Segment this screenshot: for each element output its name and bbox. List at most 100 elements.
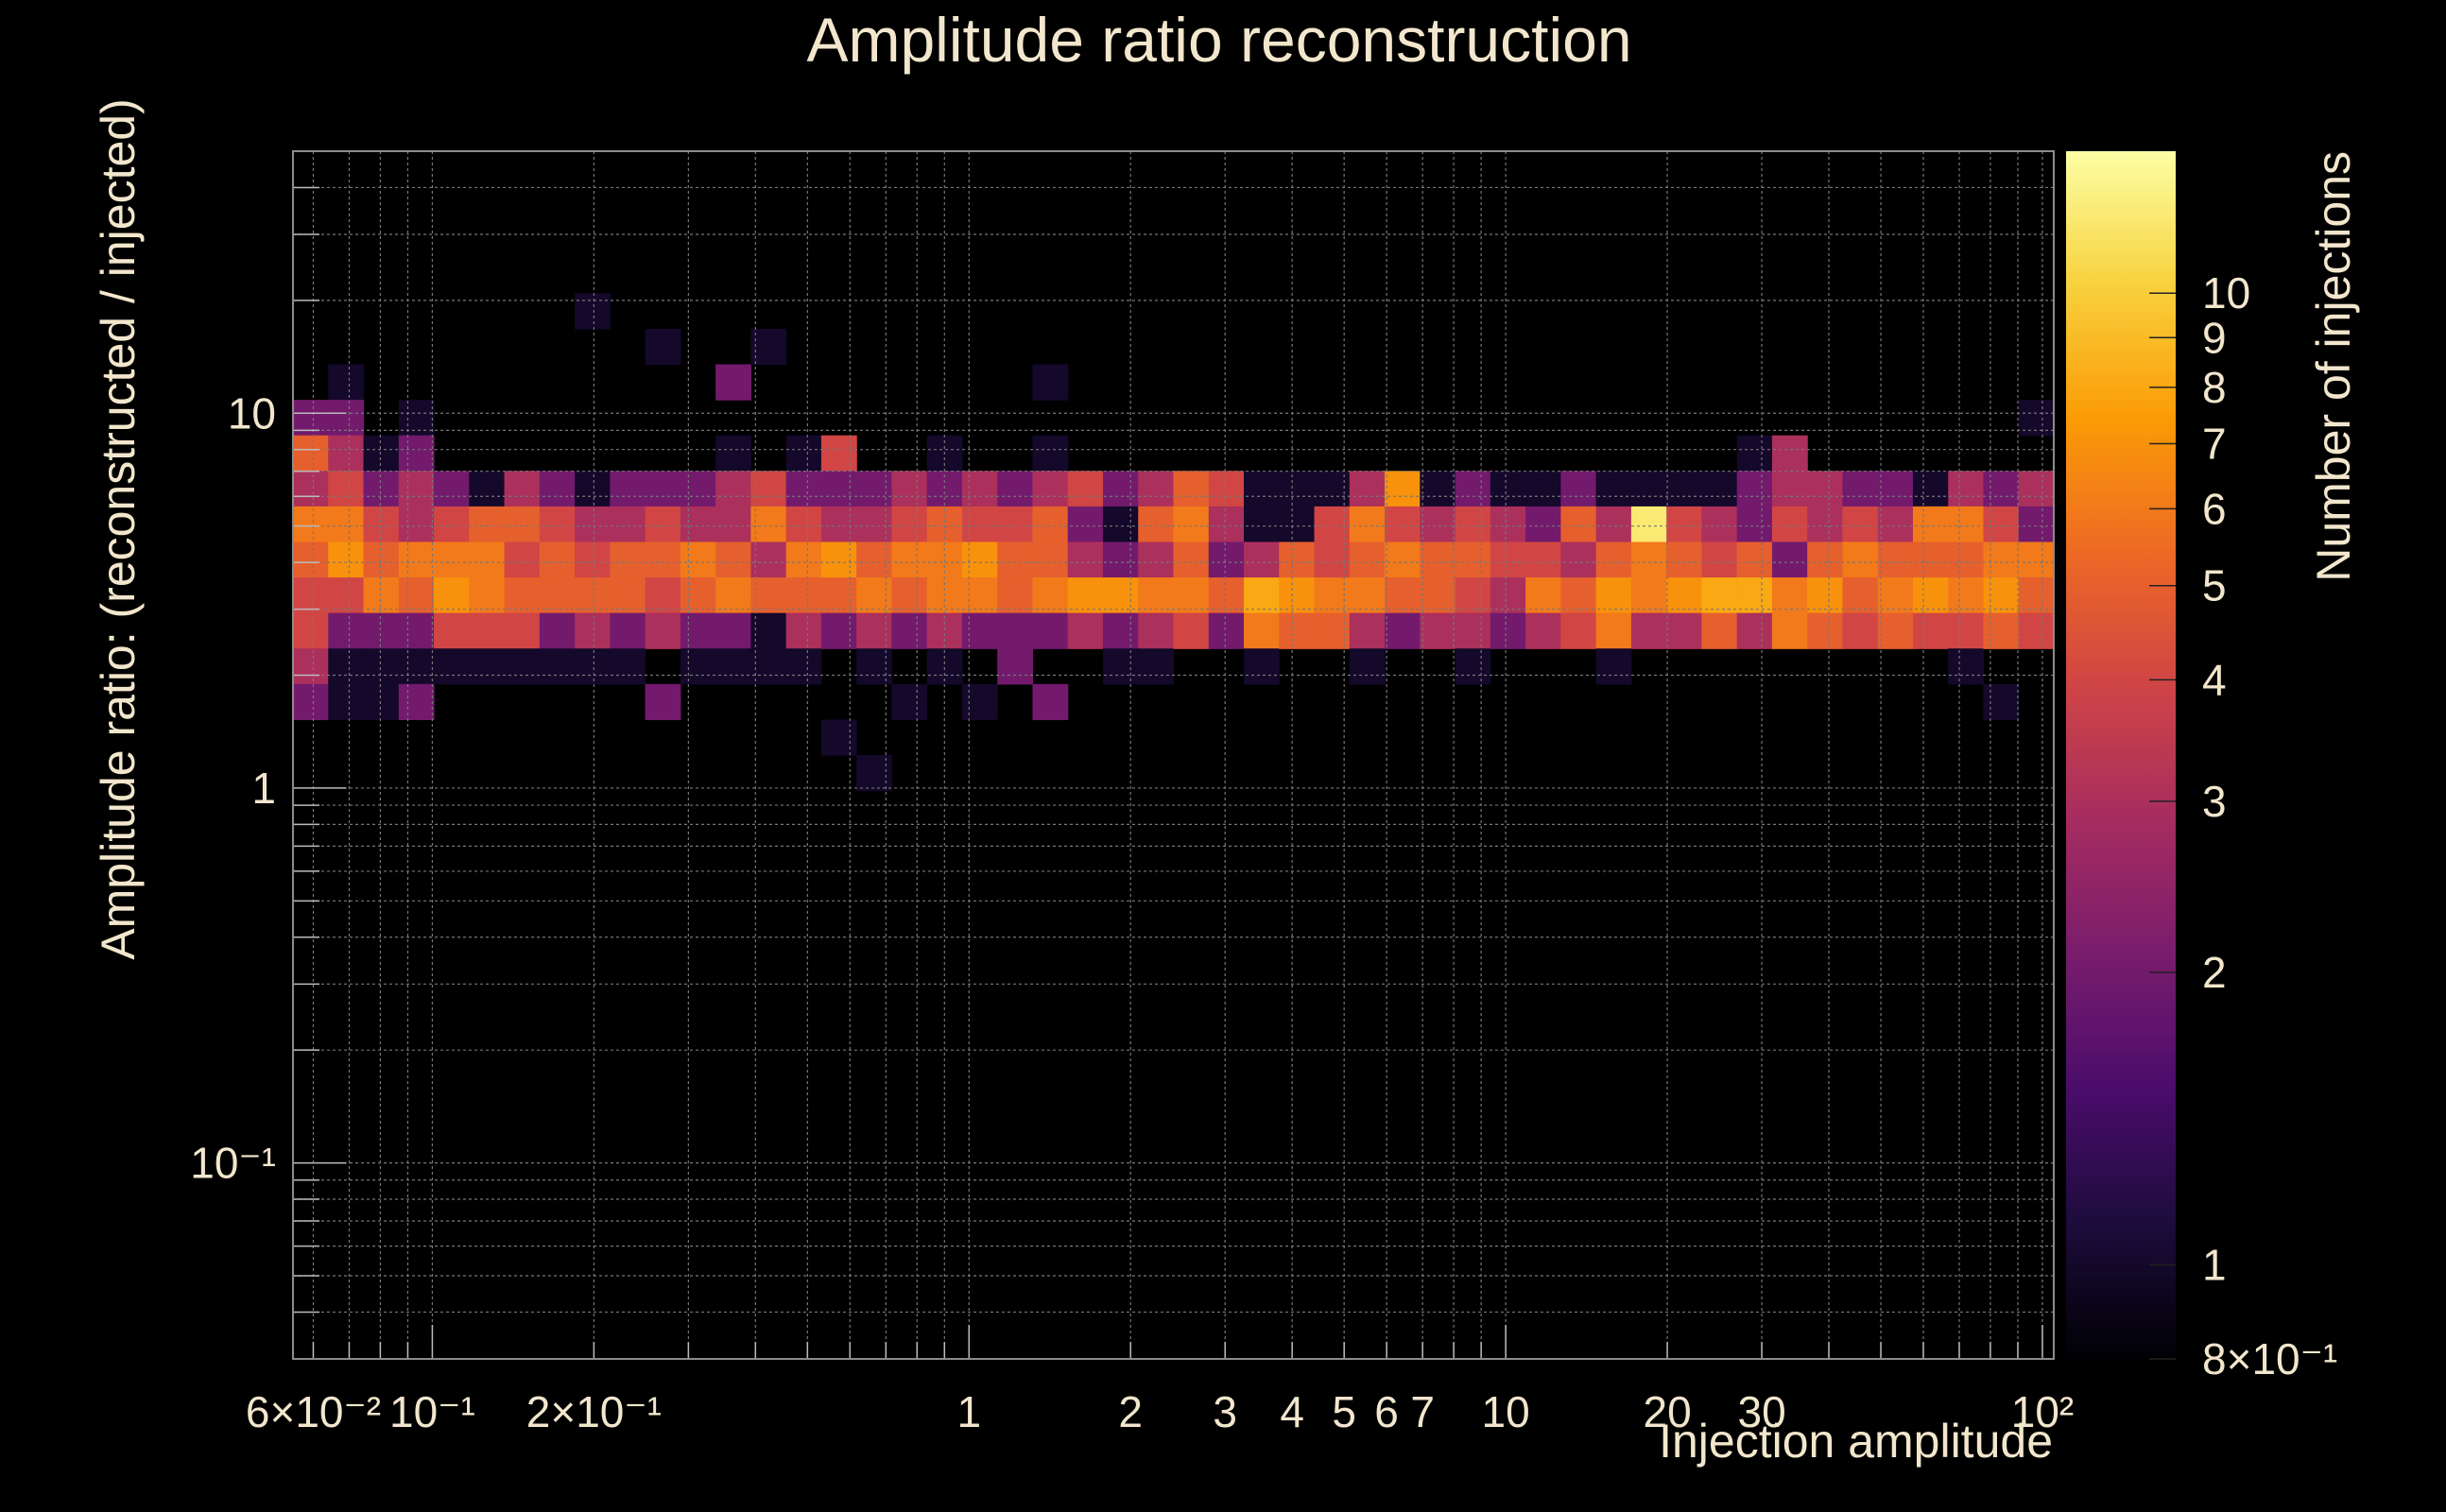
heatmap-cell: [856, 613, 892, 649]
heatmap-cell: [1032, 507, 1068, 542]
heatmap-cell: [680, 577, 716, 613]
heatmap-cell: [399, 400, 435, 436]
heatmap-cell: [962, 684, 998, 720]
heatmap-cell: [1244, 577, 1280, 613]
x-tick-label: 1: [957, 1387, 982, 1436]
colorbar-tick-label: 3: [2202, 777, 2227, 826]
heatmap-cell: [646, 541, 681, 577]
heatmap-cell: [399, 507, 435, 542]
heatmap-cell: [505, 471, 541, 507]
heatmap-cell: [1913, 471, 1949, 507]
heatmap-cell: [1138, 648, 1174, 684]
heatmap-cell: [1490, 577, 1526, 613]
heatmap-cell: [1560, 471, 1596, 507]
heatmap-cell: [1737, 613, 1773, 649]
colorbar-tick-label: 6: [2202, 484, 2227, 533]
heatmap-cell: [856, 471, 892, 507]
heatmap-cell: [786, 471, 822, 507]
heatmap-cell: [1772, 541, 1808, 577]
heatmap-cell: [1032, 541, 1068, 577]
heatmap-cell: [1701, 613, 1737, 649]
heatmap-cell: [1948, 471, 1984, 507]
heatmap-cell: [1737, 577, 1773, 613]
heatmap-cell: [469, 507, 505, 542]
heatmap-cell: [1560, 541, 1596, 577]
heatmap-cell: [1420, 471, 1456, 507]
heatmap-cell: [856, 577, 892, 613]
heatmap-cell: [891, 613, 927, 649]
heatmap-cell: [293, 471, 329, 507]
heatmap-cell: [1032, 471, 1068, 507]
heatmap-cell: [328, 541, 364, 577]
heatmap-cell: [1244, 541, 1280, 577]
x-tick-label: 6: [1374, 1387, 1399, 1436]
heatmap-cell: [610, 613, 646, 649]
heatmap-cell: [646, 684, 681, 720]
heatmap-cell: [1948, 648, 1984, 684]
heatmap-cell: [1138, 577, 1174, 613]
heatmap-cell: [505, 577, 541, 613]
heatmap-cell: [1385, 507, 1421, 542]
heatmap-cell: [1032, 577, 1068, 613]
heatmap-cell: [399, 577, 435, 613]
heatmap-cell: [1420, 577, 1456, 613]
heatmap-cell: [1174, 507, 1210, 542]
colorbar-tick-label: 8: [2202, 363, 2227, 412]
x-axis-label: Injection amplitude: [1659, 1415, 2053, 1468]
heatmap-cell: [610, 541, 646, 577]
heatmap-cell: [821, 613, 857, 649]
heatmap-cell: [646, 471, 681, 507]
heatmap-cell: [575, 507, 611, 542]
heatmap-cell: [750, 471, 786, 507]
heatmap-cell: [505, 507, 541, 542]
heatmap-cell: [1209, 507, 1245, 542]
heatmap-cell: [680, 648, 716, 684]
heatmap-cell: [1913, 541, 1949, 577]
y-tick-label: 10⁻¹: [190, 1139, 276, 1188]
heatmap-cell: [1878, 507, 1914, 542]
heatmap-cell: [997, 541, 1033, 577]
heatmap-cell: [750, 577, 786, 613]
heatmap-cell: [1490, 507, 1526, 542]
heatmap-cell: [1772, 436, 1808, 472]
heatmap-cell: [1807, 541, 1843, 577]
heatmap-cell: [1103, 541, 1139, 577]
heatmap-cell: [646, 613, 681, 649]
colorbar-label: Number of injections: [2307, 151, 2360, 582]
x-tick-label: 6×10⁻²: [246, 1387, 381, 1436]
colorbar-tick-label: 4: [2202, 655, 2227, 704]
heatmap-cell: [1350, 648, 1386, 684]
heatmap-cell: [1525, 471, 1561, 507]
x-tick-label: 5: [1332, 1387, 1356, 1436]
heatmap-cell: [1350, 613, 1386, 649]
heatmap-cell: [1596, 471, 1632, 507]
heatmap-cell: [293, 613, 329, 649]
heatmap-cell: [997, 577, 1033, 613]
heatmap-cell: [1525, 577, 1561, 613]
heatmap-cell: [540, 648, 576, 684]
heatmap-cell: [1983, 613, 2019, 649]
heatmap-cell: [434, 648, 470, 684]
heatmap-cell: [434, 471, 470, 507]
heatmap-cell: [1385, 471, 1421, 507]
heatmap-cell: [1032, 365, 1068, 401]
heatmap-cell: [1983, 684, 2019, 720]
x-tick-label: 10⁻¹: [389, 1387, 475, 1436]
heatmap-cell: [1525, 613, 1561, 649]
heatmap-cell: [821, 436, 857, 472]
heatmap-cell: [610, 507, 646, 542]
heatmap-cell: [1878, 577, 1914, 613]
heatmap-cell: [328, 684, 364, 720]
heatmap-cell: [1174, 541, 1210, 577]
y-axis-label: Amplitude ratio: (reconstructed / inject…: [92, 98, 145, 960]
heatmap-cell: [1420, 507, 1456, 542]
heatmap-cell: [962, 613, 998, 649]
heatmap-cell: [1174, 471, 1210, 507]
heatmap-cell: [680, 541, 716, 577]
heatmap-cell: [1244, 471, 1280, 507]
heatmap-cell: [1737, 436, 1773, 472]
heatmap-cell: [1983, 471, 2019, 507]
heatmap-cell: [575, 577, 611, 613]
heatmap-cell: [1983, 541, 2019, 577]
heatmap-cell: [1772, 471, 1808, 507]
